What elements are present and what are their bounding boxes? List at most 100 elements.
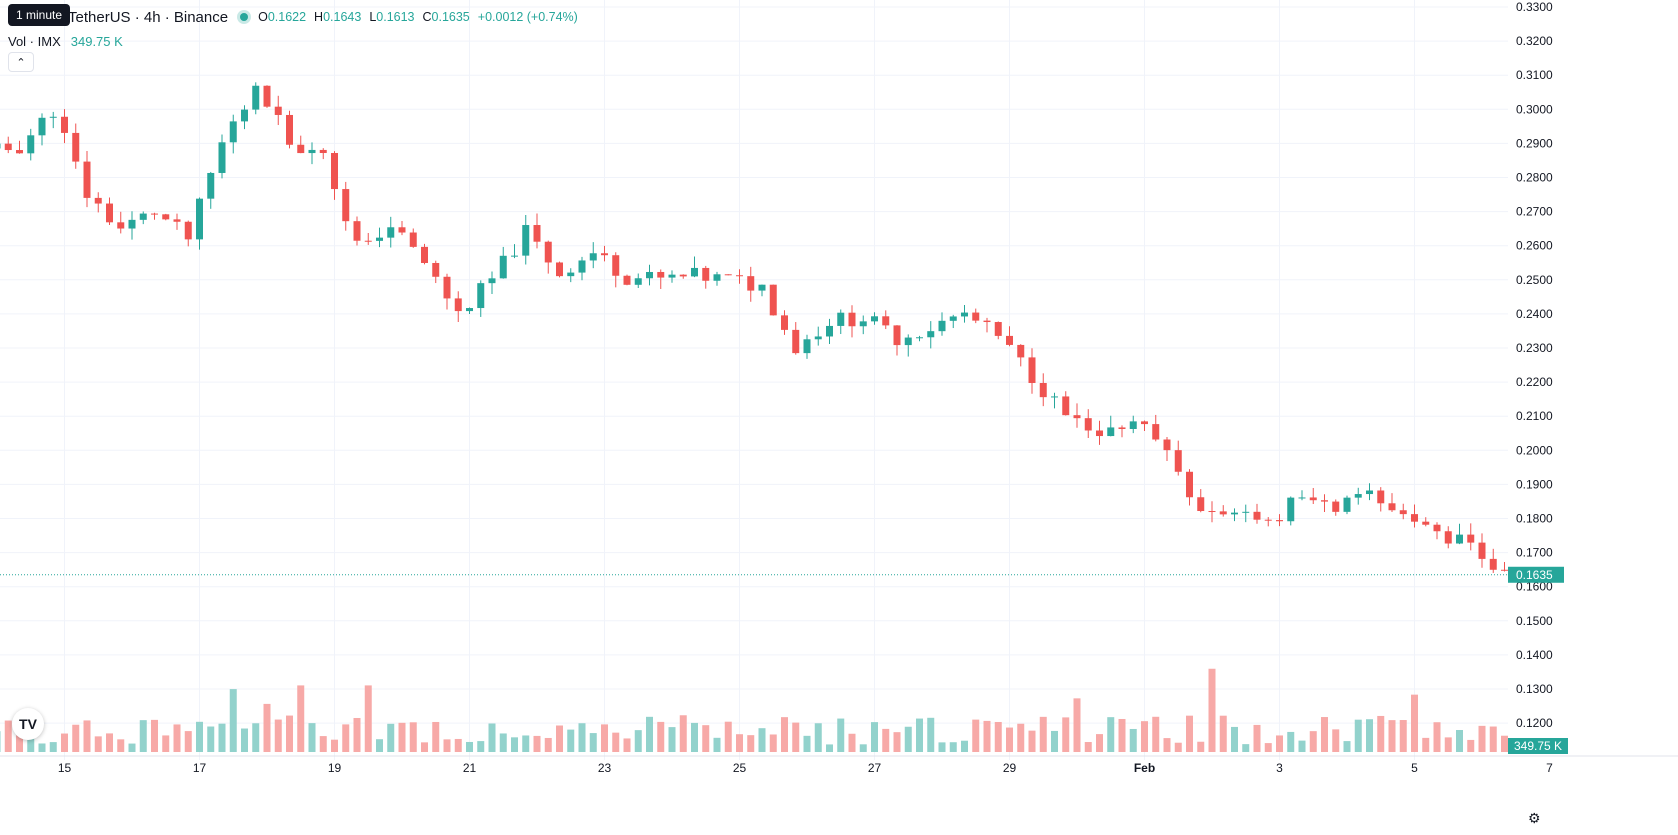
price-tick-label: 0.2200 [1516, 375, 1553, 389]
candle [94, 197, 102, 204]
candle [61, 116, 68, 133]
volume-bar [38, 743, 46, 752]
volume-bar [859, 744, 867, 752]
candle [398, 227, 406, 233]
volume-bar [1141, 721, 1148, 752]
candle [994, 322, 1002, 336]
collapse-legend-button[interactable]: ⌃ [8, 52, 34, 72]
volume-bar [297, 685, 305, 752]
candle [871, 316, 878, 322]
volume-bar [803, 735, 811, 752]
price-tick-label: 0.2000 [1516, 443, 1553, 457]
candle [376, 237, 383, 241]
candle [781, 315, 788, 330]
volume-value: 349.75 K [70, 33, 123, 49]
candle [1501, 569, 1508, 571]
low-value: L0.1613 [369, 10, 415, 24]
price-tick-label: 0.2900 [1516, 136, 1553, 150]
price-tick-label: 0.1800 [1516, 512, 1553, 526]
price-tick-label: 0.1200 [1516, 716, 1553, 730]
candles [0, 82, 1677, 644]
candle [1197, 497, 1205, 512]
candle [578, 260, 586, 273]
volume-legend: Vol · IMX 349.75 K [8, 32, 123, 50]
candle [1489, 558, 1497, 570]
candle [274, 106, 282, 115]
gear-icon[interactable]: ⚙ [1528, 810, 1541, 826]
candle [1377, 490, 1385, 504]
candle [1354, 494, 1362, 498]
candle [162, 214, 170, 220]
price-tick-label: 0.1500 [1516, 614, 1553, 628]
volume-bar [994, 721, 1002, 752]
volume-bar [61, 733, 68, 752]
volume-bar [128, 743, 136, 752]
candle [1039, 382, 1047, 398]
volume-bar [1051, 730, 1058, 752]
volume-bar [94, 736, 102, 752]
volume-bar [229, 689, 237, 752]
volume-bar [1411, 694, 1418, 752]
price-tick-label: 0.2300 [1516, 341, 1553, 355]
volume-bar [376, 739, 383, 752]
time-tick-label: 5 [1411, 761, 1418, 775]
volume-bar [871, 722, 878, 752]
symbol-legend: TetherUS · 4h · Binance O0.1622 H0.1643 … [8, 6, 578, 28]
tradingview-logo[interactable]: TV [12, 708, 44, 740]
candle [308, 149, 316, 154]
candle [117, 222, 125, 229]
volume-bar [1017, 723, 1025, 752]
volume-bar [826, 744, 833, 752]
candle [409, 232, 417, 247]
time-tick-label: 19 [328, 761, 342, 775]
volume-bar [1489, 726, 1497, 752]
volume-bar [1276, 735, 1283, 752]
candle [589, 253, 597, 261]
volume-bar [1219, 715, 1227, 752]
volume-bar [196, 721, 203, 752]
candle [904, 337, 912, 346]
candle [1253, 511, 1261, 520]
time-tick-label: 23 [598, 761, 612, 775]
candle [1231, 512, 1238, 515]
volume-bar [949, 742, 957, 752]
volume-bar [927, 717, 935, 752]
volume-bar [1186, 715, 1193, 752]
candle [1264, 519, 1272, 521]
candle [859, 321, 867, 327]
volume-bar [387, 723, 395, 752]
volume-bar [72, 724, 80, 752]
volume-label[interactable]: Vol · IMX [8, 33, 61, 49]
candle [432, 262, 440, 277]
volume-bar [1174, 742, 1182, 752]
volume-bar [1028, 730, 1036, 752]
volume-bar [398, 722, 406, 752]
volume-bar [691, 722, 698, 752]
candle [4, 143, 12, 151]
volume-bar [1501, 735, 1508, 752]
candle [454, 298, 462, 312]
candle [72, 132, 80, 162]
close-value: C0.1635 [422, 10, 470, 24]
symbol-title[interactable]: TetherUS · 4h · Binance [68, 8, 229, 26]
volume-bars [0, 567, 1677, 752]
candle [106, 203, 113, 223]
volume-bar [241, 728, 248, 752]
candle [1051, 396, 1058, 398]
candle [1309, 497, 1317, 501]
price-tick-label: 0.1300 [1516, 682, 1553, 696]
candle [668, 274, 676, 278]
price-tick-label: 0.3200 [1516, 34, 1553, 48]
last-volume-badge [1508, 738, 1568, 754]
price-tick-label: 0.2800 [1516, 171, 1553, 185]
volume-bar [466, 741, 473, 752]
candle [938, 320, 946, 332]
volume-bar [848, 733, 856, 752]
candle [1287, 497, 1295, 522]
volume-bar [409, 722, 417, 752]
volume-bar [1197, 741, 1205, 752]
volume-bar [151, 719, 158, 752]
volume-bar [983, 720, 991, 752]
volume-bar [747, 735, 755, 752]
